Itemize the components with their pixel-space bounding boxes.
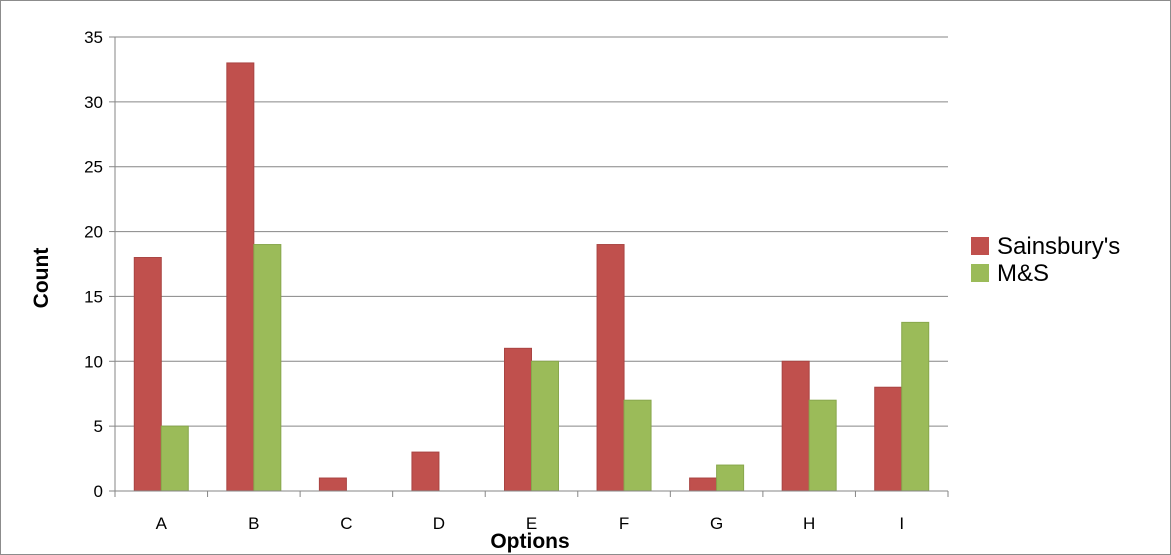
bar-H-ms bbox=[808, 399, 837, 492]
y-tick-label: 30 bbox=[84, 93, 103, 112]
legend: Sainsbury'sM&S bbox=[971, 233, 1120, 287]
y-axis-title: Count bbox=[30, 248, 53, 309]
bar-H-sainsburys bbox=[781, 360, 810, 492]
legend-swatch bbox=[971, 237, 989, 255]
x-tick-label: D bbox=[433, 514, 445, 533]
x-tick-label: A bbox=[156, 514, 168, 533]
y-tick-label: 35 bbox=[84, 28, 103, 47]
y-tick-label: 5 bbox=[94, 417, 103, 436]
x-tick-label: B bbox=[248, 514, 259, 533]
legend-label: Sainsbury's bbox=[997, 233, 1120, 260]
x-tick-label: G bbox=[710, 514, 723, 533]
bar-E-sainsburys bbox=[504, 347, 532, 492]
y-tick-label: 25 bbox=[84, 158, 103, 177]
bar-B-ms bbox=[253, 244, 282, 492]
bar-A-ms bbox=[160, 425, 189, 492]
bar-F-ms bbox=[623, 399, 652, 492]
x-tick-label: F bbox=[619, 514, 629, 533]
legend-label: M&S bbox=[997, 260, 1049, 287]
x-axis-title: Options bbox=[490, 530, 569, 553]
bar-C-sainsburys bbox=[318, 477, 347, 492]
bar-F-sainsburys bbox=[596, 244, 625, 492]
bar-I-sainsburys bbox=[874, 386, 903, 492]
bars bbox=[133, 62, 930, 492]
bar-G-ms bbox=[716, 464, 745, 492]
bar-E-ms bbox=[531, 360, 559, 492]
bar-G-sainsburys bbox=[689, 477, 718, 492]
legend-swatch bbox=[971, 264, 989, 282]
x-tick-label: I bbox=[899, 514, 904, 533]
y-tick-label: 20 bbox=[84, 223, 103, 242]
bar-A-sainsburys bbox=[133, 257, 162, 492]
y-tick-label: 0 bbox=[94, 482, 103, 501]
x-tick-label: H bbox=[803, 514, 815, 533]
bar-D-sainsburys bbox=[411, 451, 440, 492]
x-tick-label: E bbox=[526, 514, 537, 533]
y-tick-label: 15 bbox=[84, 287, 103, 306]
bar-B-sainsburys bbox=[226, 62, 255, 492]
axes: 0 5 10 15 20 25 30 35 A B C D E F G H I bbox=[84, 28, 949, 533]
x-tick-label: C bbox=[340, 514, 352, 533]
bar-I-ms bbox=[901, 321, 930, 492]
y-tick-label: 10 bbox=[84, 352, 103, 371]
